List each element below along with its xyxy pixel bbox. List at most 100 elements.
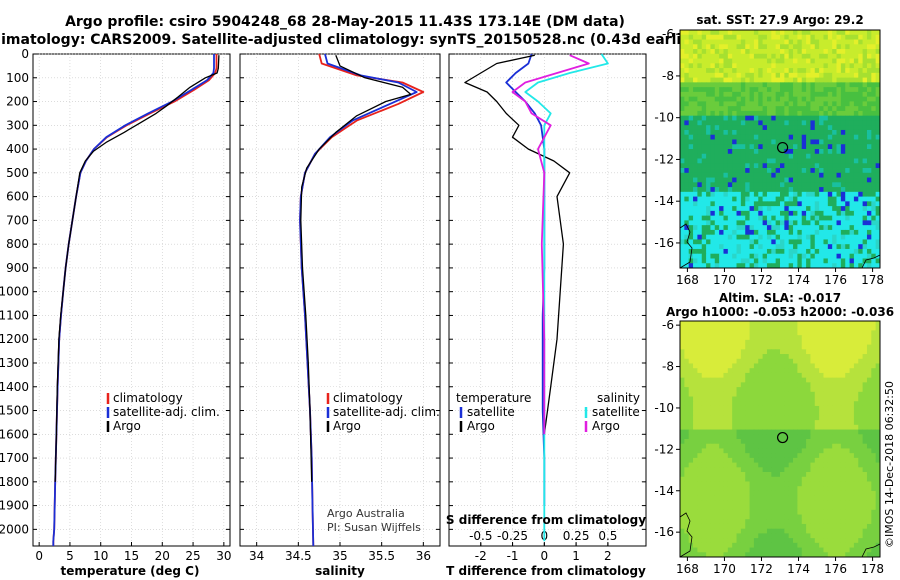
- map-cell: [680, 405, 685, 412]
- map-cell: [858, 220, 864, 226]
- map-cell: [762, 196, 768, 202]
- map-cell: [819, 168, 824, 174]
- map-cell: [871, 325, 877, 331]
- map-cell: [766, 158, 772, 164]
- series-argo: [54, 55, 220, 482]
- map-cell: [845, 415, 850, 421]
- map-cell: [788, 500, 794, 506]
- map-cell: [832, 149, 837, 155]
- map-cell: [775, 77, 781, 83]
- map-cell: [849, 462, 855, 468]
- map-cell: [749, 168, 755, 174]
- map-cell: [762, 481, 768, 487]
- map-cell: [758, 253, 764, 259]
- map-cell: [797, 172, 803, 178]
- map-cell: [780, 82, 785, 88]
- map-cell: [853, 523, 859, 530]
- map-cell: [814, 363, 820, 369]
- map-cell: [797, 153, 803, 159]
- map-cell: [866, 172, 872, 178]
- map-cell: [823, 363, 829, 369]
- map-cell: [697, 153, 703, 159]
- map-cell: [788, 172, 794, 178]
- map-cell: [749, 153, 755, 159]
- map-cell: [701, 163, 707, 169]
- map-cell: [697, 354, 703, 360]
- map-cell: [775, 58, 781, 64]
- map-cell: [836, 321, 842, 327]
- map-cell: [775, 196, 781, 202]
- map-cell: [762, 387, 768, 393]
- map-cell: [866, 396, 872, 402]
- map-cell: [693, 72, 698, 78]
- map-cell: [693, 63, 698, 69]
- map-cell: [693, 201, 698, 207]
- map-cell: [797, 68, 803, 74]
- map-cell: [797, 391, 803, 397]
- map-cell: [740, 49, 746, 55]
- map-cell: [697, 509, 703, 515]
- map-cell: [697, 149, 703, 155]
- map-cell: [836, 476, 842, 482]
- map-cell: [732, 495, 737, 501]
- map-cell: [788, 415, 794, 421]
- map-cell: [753, 490, 759, 497]
- map-cell: [762, 363, 768, 369]
- map-cell: [706, 77, 711, 83]
- map-cell: [814, 443, 820, 449]
- map-cell: [697, 396, 703, 402]
- map-cell: [784, 44, 790, 50]
- map-cell: [736, 387, 742, 393]
- map-cell: [832, 96, 837, 102]
- map-cell: [723, 34, 729, 40]
- map-cell: [684, 39, 690, 45]
- map-cell: [793, 68, 798, 74]
- map-cell: [793, 234, 798, 240]
- map-cell: [775, 87, 781, 93]
- map-cell: [849, 500, 855, 506]
- map-cell: [840, 168, 846, 174]
- map-cell: [723, 215, 729, 221]
- map-cell: [710, 91, 716, 98]
- map-cell: [753, 244, 759, 250]
- map-cell: [840, 547, 846, 553]
- map-cell: [688, 377, 694, 383]
- map-cell: [819, 239, 824, 245]
- map-cell: [801, 63, 807, 69]
- map-cell: [697, 139, 703, 145]
- map-cell: [819, 325, 824, 331]
- legend-label-satellite: satellite-adj. clim.: [333, 405, 440, 419]
- map-cell: [853, 225, 859, 231]
- map-cell: [819, 321, 824, 327]
- map-cell: [775, 153, 781, 159]
- map-cell: [849, 358, 855, 364]
- map-cell: [823, 225, 829, 231]
- map-cell: [697, 533, 703, 539]
- map-cell: [701, 448, 707, 454]
- map-cell: [771, 467, 777, 473]
- map-cell: [858, 405, 864, 412]
- map-cell: [784, 172, 790, 178]
- map-cell: [819, 391, 824, 397]
- map-cell: [814, 58, 820, 64]
- map-cell: [849, 528, 855, 534]
- map-cell: [788, 547, 794, 553]
- map-cell: [688, 106, 694, 112]
- map-cell: [849, 153, 855, 159]
- map-cell: [775, 96, 781, 102]
- map-cell: [806, 472, 811, 478]
- map-cell: [771, 106, 777, 112]
- map-cell: [840, 476, 846, 482]
- map-cell: [788, 134, 794, 140]
- map-cell: [714, 363, 720, 369]
- map-cell: [745, 244, 750, 250]
- map-cell: [775, 453, 781, 459]
- map-cell: [788, 110, 794, 117]
- map-cell: [766, 77, 772, 83]
- map-cell: [745, 330, 750, 336]
- map-cell: [827, 139, 833, 145]
- map-cell: [780, 519, 785, 525]
- map-cell: [866, 443, 872, 449]
- map-cell: [871, 368, 877, 374]
- map-cell: [797, 239, 803, 245]
